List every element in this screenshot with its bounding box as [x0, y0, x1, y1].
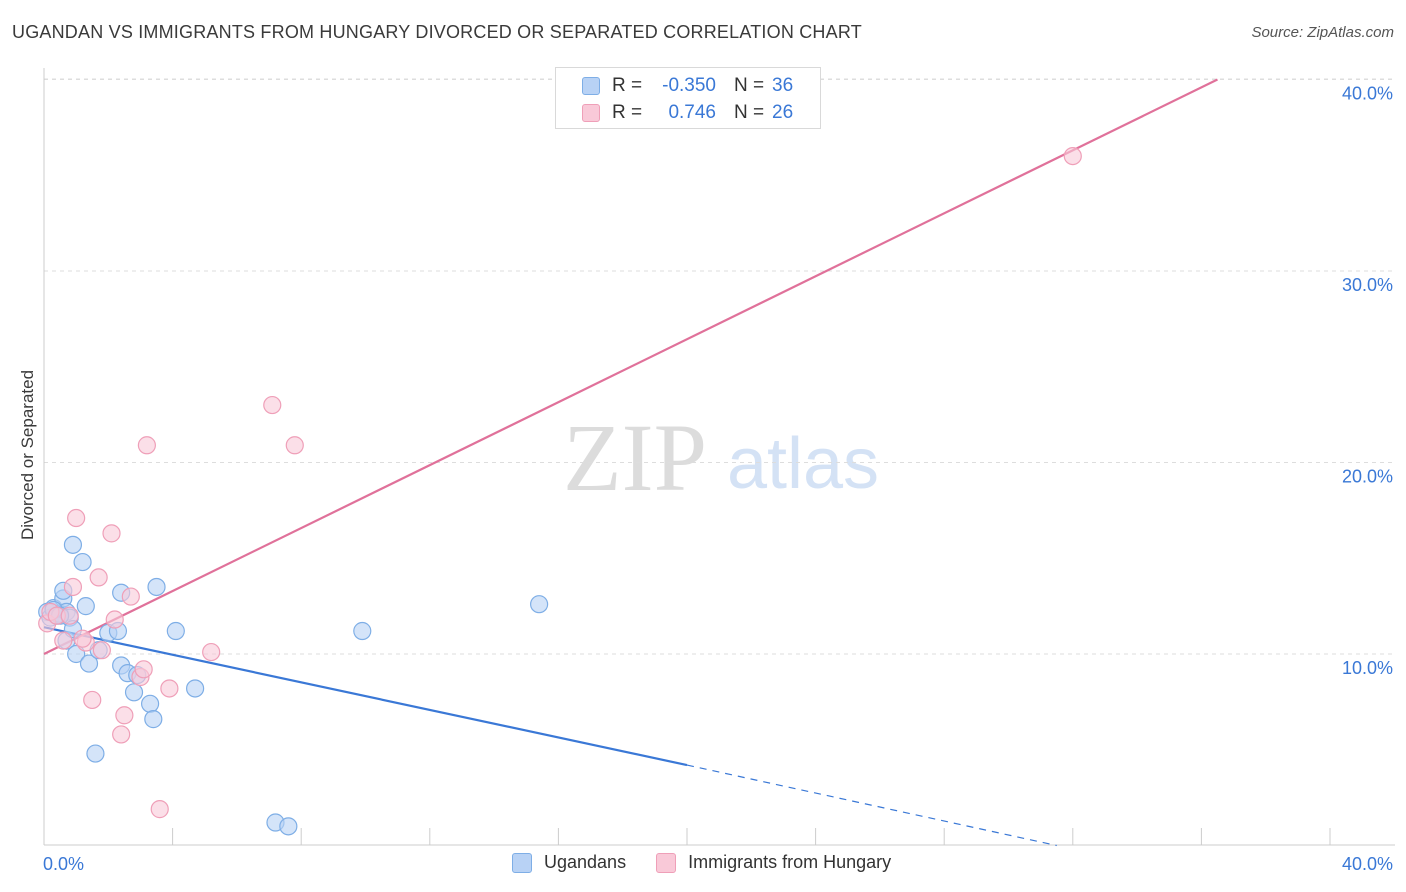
point-ugandans: [63, 535, 83, 554]
y-tick-label: 30.0%: [1342, 275, 1393, 295]
point-hungary: [63, 577, 83, 597]
chart-source: Source: ZipAtlas.com: [1251, 24, 1394, 41]
trend-layer: [43, 78, 1218, 847]
trend-line-ugandans-extension: [686, 764, 1057, 847]
legend-n-label: N =: [734, 75, 765, 96]
trend-line-ugandans: [43, 626, 688, 767]
legend-r-label: R =: [612, 75, 643, 96]
point-ugandans: [86, 744, 105, 763]
point-hungary: [115, 706, 134, 725]
y-tick-label: 10.0%: [1342, 658, 1393, 678]
legend-label-ugandans: Ugandans: [544, 852, 627, 872]
point-hungary: [73, 629, 92, 648]
point-ugandans: [147, 577, 166, 597]
point-hungary: [67, 508, 86, 528]
axis-layer: [43, 68, 1395, 846]
point-hungary: [102, 524, 121, 543]
point-hungary: [83, 690, 102, 710]
legend-row-ugandans: R = -0.350 N = 36: [582, 74, 793, 98]
points-layer: [38, 147, 1082, 836]
legend-n-value: 36: [772, 75, 794, 96]
watermark-zip: ZIP: [563, 404, 707, 511]
point-ugandans: [166, 621, 185, 641]
chart-title: UGANDAN VS IMMIGRANTS FROM HUNGARY DIVOR…: [12, 22, 862, 42]
point-hungary: [150, 800, 169, 819]
series-legend: Ugandans Immigrants from Hungary: [512, 852, 921, 873]
point-ugandans: [279, 817, 298, 836]
point-ugandans: [73, 552, 92, 572]
point-hungary: [89, 568, 108, 587]
point-hungary: [202, 642, 221, 662]
x-tick-label: 0.0%: [43, 854, 84, 874]
legend-label-hungary: Immigrants from Hungary: [688, 852, 892, 872]
point-ugandans: [140, 694, 160, 713]
point-hungary: [137, 436, 156, 455]
legend-n-value: 26: [772, 102, 794, 123]
trend-line-hungary: [43, 78, 1218, 655]
watermark-atlas: atlas: [727, 424, 879, 504]
point-hungary: [105, 610, 124, 629]
legend-swatch-blue: [582, 77, 600, 95]
legend-r-label: R =: [612, 102, 643, 123]
point-ugandans: [76, 597, 95, 616]
y-tick-label: 20.0%: [1342, 467, 1393, 487]
legend-row-hungary: R = 0.746 N = 26: [582, 101, 793, 125]
point-hungary: [160, 679, 179, 698]
grid-layer: [44, 78, 1395, 655]
legend-swatch-pink: [582, 104, 600, 122]
legend-r-value: -0.350: [662, 75, 716, 96]
legend-item-hungary: Immigrants from Hungary: [656, 852, 891, 873]
x-tick-label: 40.0%: [1342, 854, 1393, 874]
point-hungary: [121, 587, 140, 606]
point-hungary: [60, 606, 79, 625]
legend-r-value: 0.746: [668, 102, 716, 123]
point-hungary: [134, 660, 153, 679]
point-ugandans: [530, 595, 549, 614]
legend-swatch-blue: [512, 852, 532, 873]
point-ugandans: [79, 654, 99, 673]
tick-label-layer: 10.0% 20.0% 30.0% 40.0% 0.0% 40.0%: [43, 84, 1393, 875]
point-ugandans: [353, 621, 372, 641]
point-hungary: [54, 631, 73, 650]
point-hungary: [263, 395, 282, 415]
point-hungary: [112, 725, 131, 744]
y-tick-label: 40.0%: [1342, 84, 1393, 104]
legend-n-label: N =: [734, 102, 765, 123]
point-ugandans: [186, 679, 205, 698]
point-hungary: [92, 641, 111, 660]
stats-legend: R = -0.350 N = 36 R = 0.746 N = 26: [555, 67, 821, 129]
point-ugandans: [144, 710, 163, 729]
legend-item-ugandans: Ugandans: [512, 852, 626, 873]
point-hungary: [1063, 147, 1082, 166]
legend-swatch-pink: [656, 852, 677, 873]
point-hungary: [285, 436, 304, 455]
point-ugandans: [124, 683, 144, 702]
